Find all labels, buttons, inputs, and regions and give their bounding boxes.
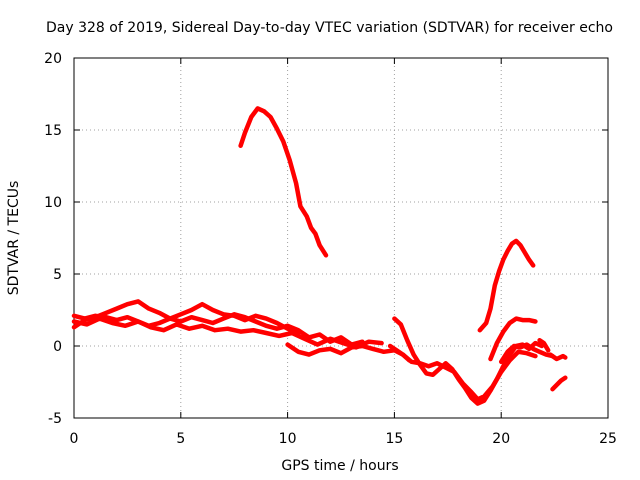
data-series (71, 106, 568, 406)
y-tick-label: 15 (44, 123, 62, 139)
x-tick-label: 10 (279, 431, 297, 447)
series-arc-mid-b (392, 316, 545, 406)
series-arc-rise-1 (477, 238, 536, 333)
series-arc-low-b (71, 312, 365, 347)
x-tick-label: 5 (176, 431, 185, 447)
series-arc-low-a (71, 299, 301, 336)
series-arc-short-2 (548, 352, 568, 362)
x-axis-label: GPS time / hours (281, 458, 398, 474)
y-tick-label: 0 (53, 339, 62, 355)
series-arc-short-3 (550, 375, 568, 392)
y-tick-label: 10 (44, 195, 62, 211)
series-arc-low-c (71, 316, 384, 350)
y-tick-label: 5 (53, 267, 62, 283)
series-arc-high (238, 106, 329, 258)
plot-frame (73, 57, 609, 419)
y-tick-label: 20 (44, 51, 62, 67)
grid (74, 58, 608, 418)
series-arc-short-1 (537, 337, 551, 353)
x-tick-label: 15 (385, 431, 403, 447)
series-arc-rise-2 (488, 316, 538, 362)
axis-ticks: 0 5 10 15 20 25 -5 0 5 10 15 20 (44, 51, 617, 447)
y-tick-label: -5 (48, 411, 62, 427)
series-arc-rise-3 (498, 342, 555, 365)
x-tick-label: 20 (492, 431, 510, 447)
series-arc-short-4 (387, 343, 412, 363)
y-axis-label: SDTVAR / TECUs (6, 181, 22, 296)
x-tick-label: 25 (599, 431, 617, 447)
x-tick-label: 0 (70, 431, 79, 447)
chart-title: Day 328 of 2019, Sidereal Day-to-day VTE… (46, 20, 613, 36)
